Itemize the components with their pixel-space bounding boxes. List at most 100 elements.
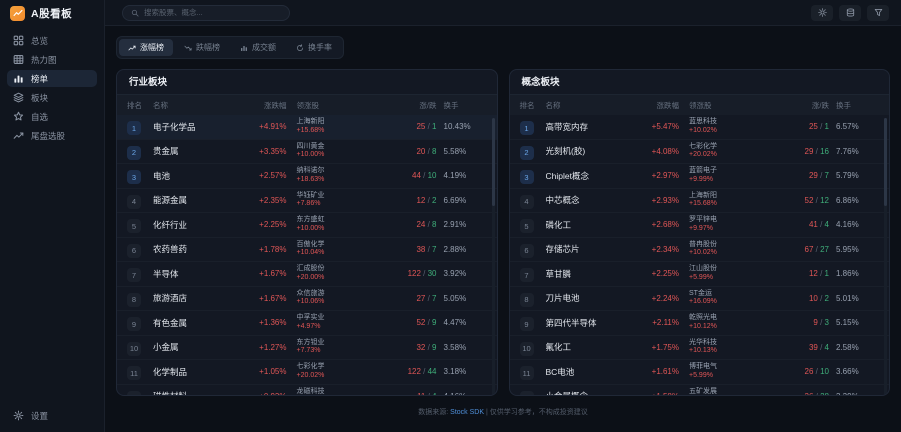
change-percent: +2.68% <box>651 220 679 230</box>
table-row[interactable]: 11 化学制品 +1.05% 七彩化学 +20.02% 122 / 44 3.18% <box>117 360 497 385</box>
leading-stock-name: 七彩化学 <box>689 142 717 150</box>
column-header: 涨跌幅 <box>656 100 680 110</box>
table-row[interactable]: 10 氟化工 +1.75% 光华科技 +10.13% 39 / 4 2.58% <box>509 336 889 360</box>
footer: 数据来源: Stock SDK | 仅供学习参考，不构成投资建议 <box>116 407 890 417</box>
heatmap-icon <box>13 54 24 65</box>
rank-badge: 8 <box>519 292 534 307</box>
leading-stock: 上海新阳 +15.68% <box>679 192 775 210</box>
up-down-count: 67 / 27 <box>775 245 829 254</box>
table-row[interactable]: 9 第四代半导体 +2.11% 乾照光电 +10.12% 9 / 3 5.15% <box>509 311 889 336</box>
sidebar-item-热力图[interactable]: 热力图 <box>7 51 97 68</box>
rank-badge: 6 <box>519 243 534 258</box>
tab-label: 成交额 <box>252 43 276 52</box>
table-row[interactable]: 12磁性材料+0.93%龙磁科技+9.98%11 / 44.16% <box>117 385 497 395</box>
sidebar-item-settings[interactable]: 设置 <box>7 407 97 424</box>
down-count: 2 <box>432 195 437 205</box>
table-row[interactable]: 1 高带宽内存 +5.47% 蓝思科技 +10.02% 25 / 1 6.57% <box>509 115 889 140</box>
table-row[interactable]: 1 电子化学品 +4.91% 上海新阳 +15.68% 25 / 1 10.43% <box>117 115 497 140</box>
rank-badge: 10 <box>127 341 141 356</box>
turnover-rate: 10.43% <box>443 122 471 132</box>
up-down-count: 122 / 30 <box>383 269 437 278</box>
table-row[interactable]: 3 电池 +2.57% 纳科诺尔 +18.63% 44 / 10 4.19% <box>117 164 497 189</box>
turnover-rate: 5.95% <box>836 244 859 254</box>
turnover-rate: 3.18% <box>443 367 467 377</box>
table-row[interactable]: 5 磷化工 +2.68% 罗平锌电 +9.97% 41 / 4 4.16% <box>509 213 889 238</box>
rank-cell: 8 <box>519 289 546 307</box>
table-row[interactable]: 11 BC电池 +1.61% 博菲电气 +5.99% 26 / 10 3.66% <box>509 360 889 385</box>
ranking-bars-icon <box>240 44 248 52</box>
rank-cell: 4 <box>519 191 546 209</box>
table-row[interactable]: 2 贵金属 +3.35% 四川黄金 +10.00% 20 / 8 5.58% <box>117 140 497 164</box>
leading-stock-name: 东方钽业 <box>296 338 325 346</box>
table-row[interactable]: 10 小金属 +1.27% 东方钽业 +7.73% 32 / 9 3.58% <box>117 336 497 360</box>
table-row[interactable]: 7 草甘膦 +2.25% 江山股份 +5.99% 12 / 1 1.86% <box>509 262 889 287</box>
sidebar-item-总览[interactable]: 总览 <box>7 32 97 49</box>
ranking-bars-icon <box>13 73 24 84</box>
turnover-rate: 1.86% <box>836 269 859 279</box>
up-count: 29 <box>804 146 814 156</box>
table-row[interactable]: 3 Chiplet概念 +2.97% 蓝箭电子 +9.99% 29 / 7 5.79% <box>509 164 889 189</box>
table-row[interactable]: 4 中芯概念 +2.93% 上海新阳 +15.68% 52 / 12 6.86% <box>509 189 889 213</box>
turnover-rate: 6.57% <box>836 122 859 132</box>
down-count: 30 <box>427 269 437 279</box>
tab-换手率[interactable]: 换手率 <box>287 39 341 56</box>
sector-name: 高带宽内存 <box>545 121 589 132</box>
rank-badge: 4 <box>127 194 141 209</box>
sector-name: 刀片电池 <box>545 293 580 304</box>
leading-stock-change: +7.86% <box>296 200 321 208</box>
up-down-count: 12 / 1 <box>775 269 829 278</box>
sidebar-item-尾盘选股[interactable]: 尾盘选股 <box>7 127 97 144</box>
turnover-rate: 5.01% <box>836 293 859 303</box>
down-count: 1 <box>824 122 829 132</box>
app-title: A股看板 <box>31 7 73 20</box>
table-row[interactable]: 6 农药兽药 +1.78% 百傲化学 +10.04% 38 / 7 2.88% <box>117 238 497 262</box>
table-row[interactable]: 6 存储芯片 +2.34% 普冉股份 +10.02% 67 / 27 5.95% <box>509 238 889 262</box>
footer-source-link[interactable]: Stock SDK <box>450 409 485 416</box>
change-percent: +2.93% <box>651 195 679 205</box>
table-row[interactable]: 9 有色金属 +1.36% 中孚实业 +4.97% 52 / 9 4.47% <box>117 311 497 336</box>
sidebar-item-榜单[interactable]: 榜单 <box>7 70 97 87</box>
table-row[interactable]: 2 光刻机(胶) +4.08% 七彩化学 +20.02% 29 / 16 7.76% <box>509 140 889 164</box>
sidebar-item-自选[interactable]: 自选 <box>7 108 97 125</box>
count-separator: / <box>813 367 821 377</box>
leading-stock-change: +20.02% <box>689 151 717 159</box>
leading-stock: 蓝箭电子 +9.99% <box>679 167 775 185</box>
rank-cell: 5 <box>519 216 546 234</box>
rank-cell: 9 <box>127 314 153 332</box>
topbar-button-theme-sun-icon[interactable] <box>811 4 833 21</box>
change-percent: +5.47% <box>651 122 679 132</box>
search-input[interactable] <box>144 8 281 17</box>
leading-stock-change: +18.63% <box>296 175 325 183</box>
leading-stock-name: 中孚实业 <box>296 314 325 321</box>
leading-stock-change: +10.00% <box>296 224 325 232</box>
change-percent: +4.91% <box>259 122 287 132</box>
topbar-button-filter-icon[interactable] <box>867 4 889 21</box>
table-row[interactable]: 12小金属概念+1.58%五矿发展+10.03%36 / 283.39% <box>510 385 890 395</box>
up-count: 32 <box>416 342 426 352</box>
rank-cell: 6 <box>519 240 546 258</box>
sector-name: 化学制品 <box>153 366 188 377</box>
turnover-rate: 5.58% <box>443 146 467 156</box>
count-separator: / <box>420 171 428 181</box>
tab-涨幅榜[interactable]: 涨幅榜 <box>119 39 173 56</box>
tab-跌幅榜[interactable]: 跌幅榜 <box>175 39 229 56</box>
table-row[interactable]: 8 旅游酒店 +1.67% 众信旅游 +10.06% 27 / 7 5.05% <box>117 287 497 311</box>
content: 涨幅榜 跌幅榜 成交额 换手率 行业板块 排名 名称 涨跌幅 领涨股 涨/跌 换手 1 电子化学品… <box>105 26 901 432</box>
search-box[interactable] <box>122 4 290 21</box>
count-separator: / <box>425 122 433 132</box>
filter-icon <box>874 8 883 17</box>
panel-scrollbar-thumb[interactable] <box>884 118 887 206</box>
panel-scrollbar-thumb[interactable] <box>491 118 495 206</box>
up-count: 27 <box>416 293 426 303</box>
table-row[interactable]: 4 能源金属 +2.35% 华钰矿业 +7.86% 12 / 2 6.69% <box>117 189 497 213</box>
table-row[interactable]: 5 化纤行业 +2.25% 东方盛虹 +10.00% 24 / 8 2.91% <box>117 213 497 238</box>
sector-name: 化纤行业 <box>153 219 188 230</box>
table-row[interactable]: 7 半导体 +1.67% 汇成股份 +20.00% 122 / 30 3.92% <box>117 262 497 287</box>
sidebar-item-板块[interactable]: 板块 <box>7 89 97 106</box>
turnover-rate: 5.05% <box>443 293 467 303</box>
table-row[interactable]: 8 刀片电池 +2.24% ST金运 +16.09% 10 / 2 5.01% <box>509 287 889 311</box>
turnover-rate: 3.39% <box>829 392 879 395</box>
topbar-button-database-icon[interactable] <box>839 4 861 21</box>
up-down-count: 25 / 1 <box>775 122 829 131</box>
tab-成交额[interactable]: 成交额 <box>231 39 285 56</box>
